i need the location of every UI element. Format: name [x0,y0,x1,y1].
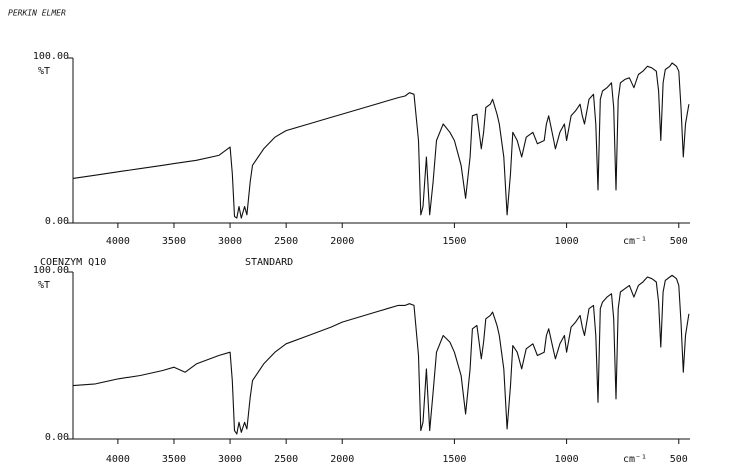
y-axis-label: %T [38,66,50,77]
x-unit-label: cm⁻¹ [623,454,647,465]
x-tick-label: 3500 [162,236,186,247]
x-tick-label: 2000 [330,236,354,247]
x-tick-label: 500 [670,236,688,247]
x-tick-label: 2000 [330,454,354,465]
x-tick-label: 4000 [106,236,130,247]
x-tick-label: 1500 [442,454,466,465]
chart-title: COENZYM Q10 [40,257,106,268]
spectrum-line [72,274,690,435]
x-tick-label: 3500 [162,454,186,465]
y-tick-label: 0.00 [45,432,69,443]
y-tick-label: 0.00 [45,216,69,227]
x-tick-label: 1500 [442,236,466,247]
y-tick-label: 100.00 [33,51,69,62]
x-tick-label: 500 [670,454,688,465]
spectrum-line [72,62,690,219]
y-tick-label: 100.00 [33,265,69,276]
x-tick-label: 1000 [555,236,579,247]
x-tick-label: 2500 [274,236,298,247]
instrument-label: PERKIN ELMER [8,9,66,18]
y-axis-label: %T [38,280,50,291]
x-tick-label: 4000 [106,454,130,465]
x-tick-label: 3000 [218,236,242,247]
x-tick-label: 2500 [274,454,298,465]
x-tick-label: 1000 [555,454,579,465]
x-tick-label: 3000 [218,454,242,465]
x-unit-label: cm⁻¹ [623,236,647,247]
chart-subtitle: STANDARD [245,257,293,268]
